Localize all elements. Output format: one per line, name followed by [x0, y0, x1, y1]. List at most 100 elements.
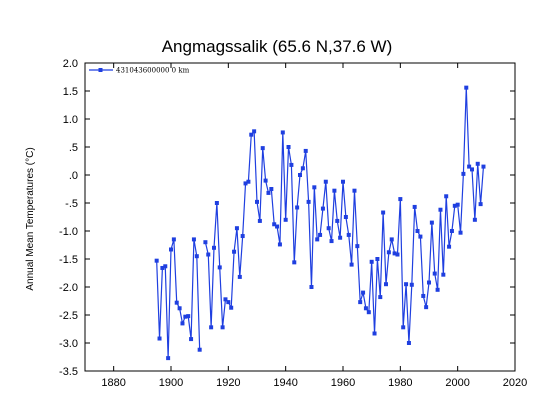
- data-point: [234, 226, 239, 231]
- data-point: [323, 179, 328, 184]
- data-point: [194, 254, 199, 259]
- y-tick-label: -1.0: [59, 226, 78, 238]
- data-point: [418, 234, 423, 239]
- data-point: [444, 194, 449, 199]
- data-point: [318, 232, 323, 237]
- data-point: [212, 245, 216, 250]
- data-point: [427, 280, 431, 285]
- data-point: [174, 300, 179, 305]
- data-point: [260, 146, 265, 151]
- data-point: [246, 179, 251, 184]
- data-point: [266, 190, 271, 195]
- series-layer: [154, 85, 486, 361]
- y-tick-label: -.5: [65, 198, 78, 210]
- data-point: [232, 249, 237, 254]
- data-point: [481, 164, 486, 169]
- data-point: [352, 188, 357, 193]
- data-point: [343, 215, 348, 219]
- data-point: [280, 130, 285, 135]
- data-point: [452, 203, 457, 208]
- data-point: [243, 181, 248, 186]
- data-point: [447, 244, 452, 249]
- data-point: [249, 132, 254, 137]
- data-point: [275, 224, 280, 229]
- data-point: [171, 237, 176, 242]
- chart-title: Angmagssalik (65.6 N,37.6 W): [162, 37, 393, 56]
- data-point: [286, 145, 291, 149]
- y-tick-label: -2.0: [59, 282, 78, 294]
- y-tick-label: -2.5: [59, 310, 78, 322]
- data-point: [277, 242, 282, 247]
- data-point: [395, 252, 400, 257]
- data-point: [432, 271, 437, 276]
- data-point: [361, 290, 366, 295]
- data-point: [166, 356, 171, 361]
- data-point: [206, 252, 211, 257]
- data-point: [197, 347, 202, 352]
- data-point: [475, 161, 480, 166]
- data-point: [335, 218, 340, 223]
- data-point: [263, 178, 268, 183]
- data-point: [441, 272, 446, 277]
- data-point: [478, 202, 483, 207]
- data-point: [240, 234, 245, 239]
- data-point: [363, 306, 368, 311]
- data-point: [186, 314, 191, 319]
- data-point: [183, 314, 188, 319]
- data-point: [346, 232, 351, 237]
- y-tick-label: 1.5: [63, 86, 78, 98]
- data-point: [424, 305, 429, 310]
- data-point: [384, 282, 388, 287]
- data-point: [209, 325, 214, 330]
- data-point: [332, 188, 337, 193]
- x-tick-label: 1900: [159, 377, 183, 389]
- data-point: [386, 250, 391, 255]
- x-tick-label: 2020: [503, 377, 527, 389]
- legend-series-name: 431043600000 0 km: [116, 67, 190, 75]
- data-point: [467, 164, 472, 169]
- data-point: [329, 239, 334, 244]
- data-point: [255, 199, 259, 204]
- data-point: [464, 85, 469, 90]
- data-point: [272, 222, 277, 227]
- data-point: [429, 220, 434, 225]
- data-point: [300, 166, 305, 171]
- data-point: [421, 293, 426, 298]
- data-point: [389, 237, 394, 242]
- x-tick-label: 1940: [273, 377, 297, 389]
- data-point: [338, 235, 343, 240]
- data-point: [369, 259, 374, 264]
- data-point: [157, 336, 162, 341]
- data-point: [366, 310, 371, 315]
- data-point: [438, 207, 443, 212]
- data-point: [257, 218, 262, 223]
- x-tick-label: 1880: [101, 377, 125, 389]
- data-point: [303, 148, 308, 153]
- data-point: [163, 264, 168, 269]
- legend-marker: [98, 68, 103, 72]
- data-point: [269, 187, 274, 191]
- data-point: [289, 162, 294, 167]
- y-tick-label: 2.0: [63, 58, 78, 70]
- data-point: [252, 129, 257, 134]
- legend: 431043600000 0 km: [89, 67, 190, 75]
- data-point: [449, 229, 454, 233]
- x-tick-label: 2000: [445, 377, 469, 389]
- data-point: [160, 265, 165, 270]
- data-point: [358, 300, 363, 305]
- data-point: [404, 282, 409, 287]
- y-tick-label: -1.5: [59, 254, 78, 266]
- series-line: [156, 238, 201, 359]
- data-point: [180, 321, 185, 326]
- data-point: [455, 202, 460, 207]
- data-point: [217, 265, 222, 270]
- data-point: [341, 179, 345, 184]
- data-point: [220, 325, 225, 330]
- plot-frame: [84, 62, 516, 372]
- axis-ticks: 2.0 1.5 1.0 .5 .0 -.5 -1.0 -1.5 -2.0 -2.5 -3.0 -3.5…: [59, 58, 527, 389]
- y-tick-label: -3.0: [59, 338, 78, 350]
- data-point: [191, 237, 196, 242]
- data-point: [315, 237, 320, 242]
- data-point: [435, 287, 440, 292]
- data-point: [237, 274, 242, 279]
